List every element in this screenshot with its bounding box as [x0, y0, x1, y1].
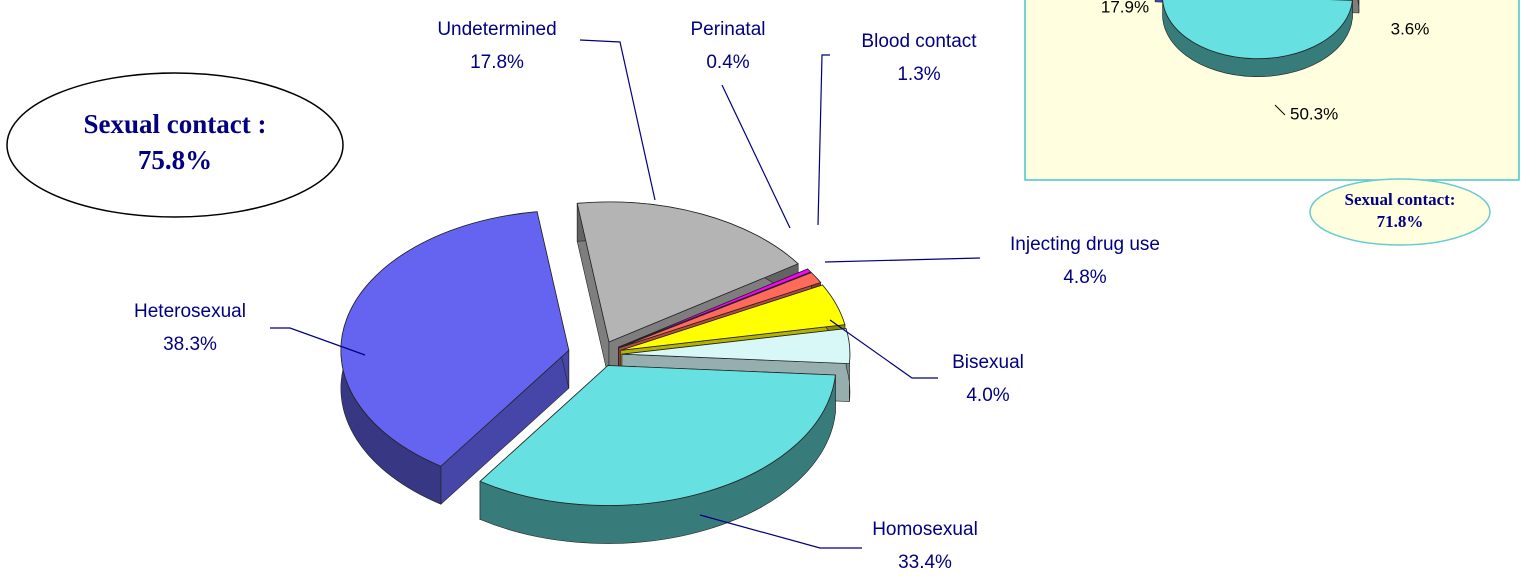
slice-side — [1154, 0, 1156, 2]
category-label: Injecting drug use — [1010, 234, 1160, 255]
category-label: Blood contact — [861, 31, 977, 52]
slice — [618, 272, 822, 349]
inset-pie: 3.6% 50.3% 17.9% — [1101, 0, 1429, 123]
value-label: 4.0% — [966, 385, 1009, 406]
leader-line — [824, 257, 981, 263]
annotation: 75.8% — [138, 145, 212, 175]
slice — [340, 211, 570, 467]
value-label: 33.4% — [898, 552, 952, 573]
category-label: Undetermined — [437, 19, 556, 40]
leader-line — [699, 514, 862, 549]
value-label: 17.9% — [1101, 0, 1149, 16]
value-label: 17.8% — [470, 52, 524, 73]
leader-line — [721, 84, 791, 229]
leader-line — [270, 327, 366, 356]
value-label: 1.3% — [897, 64, 940, 85]
annotation: Sexual contact : — [84, 109, 267, 139]
slice — [1162, 0, 1353, 60]
annotation-ellipse — [1309, 178, 1491, 246]
slice — [576, 201, 799, 343]
annotation-ellipse — [6, 72, 344, 218]
category-label: Homosexual — [872, 519, 978, 540]
slice — [618, 268, 812, 348]
category-label: Heterosexual — [134, 301, 246, 322]
value-label: 50.3% — [1290, 104, 1338, 123]
leader-line — [817, 54, 830, 226]
slice — [479, 365, 836, 506]
annotation: Sexual contact: — [1345, 190, 1456, 209]
slice — [620, 284, 846, 351]
value-label: 4.8% — [1063, 267, 1106, 288]
category-label: Perinatal — [691, 19, 766, 40]
annotation: 71.8% — [1377, 212, 1424, 231]
category-label: Bisexual — [952, 352, 1024, 373]
leader-line — [829, 319, 938, 379]
slice-side — [1357, 0, 1360, 14]
value-label: 3.6% — [1391, 19, 1430, 38]
leader-line — [579, 39, 656, 201]
value-label: 0.4% — [706, 52, 749, 73]
slice — [621, 328, 851, 365]
leader-line — [1274, 104, 1286, 116]
main-pie: Undetermined 17.8% Perinatal 0.4% Blood cont… — [134, 19, 1160, 573]
value-label: 38.3% — [163, 334, 217, 355]
